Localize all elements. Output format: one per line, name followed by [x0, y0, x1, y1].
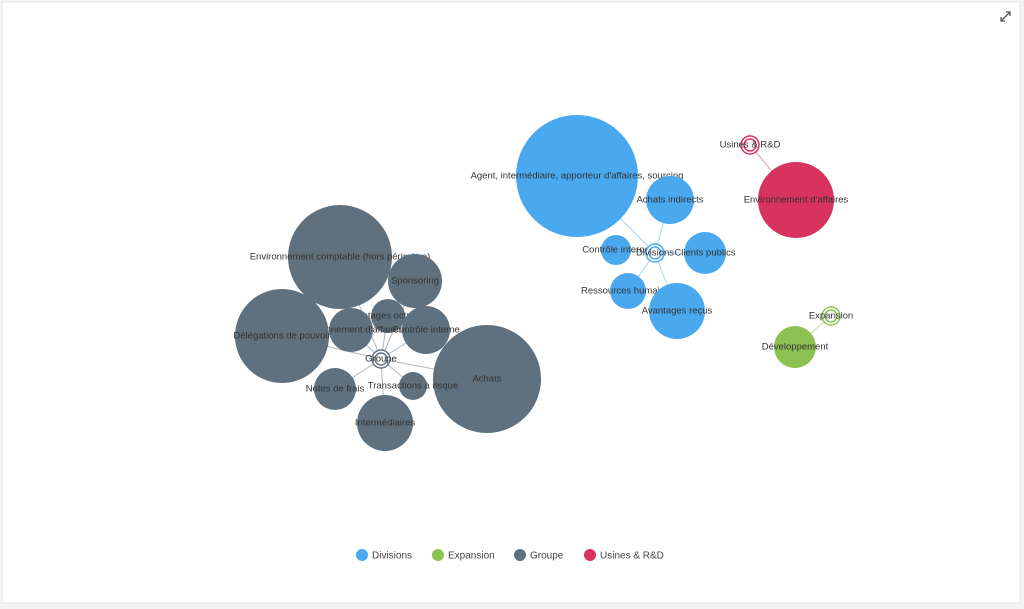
legend-swatch	[514, 549, 526, 561]
node-label: Développement	[762, 342, 829, 353]
node-bubble	[433, 325, 541, 433]
node-label: Contrôle interne	[392, 325, 460, 336]
node-label: Environnement comptable (hors périmètre)	[250, 252, 431, 263]
node-label: Ressources humaines	[581, 286, 675, 297]
node-bubble	[516, 115, 638, 237]
node-bubble	[371, 299, 405, 333]
node-label: Délégations de pouvoir	[233, 331, 330, 342]
node-bubble	[758, 162, 834, 238]
hub-label: Usines & R&D	[720, 140, 781, 151]
node-label: Transactions à risque	[368, 381, 458, 392]
node-bubble	[774, 326, 816, 368]
node-bubble	[288, 205, 392, 309]
node-bubble	[684, 232, 726, 274]
node-bubble	[402, 306, 450, 354]
node-label: Sponsoring	[391, 276, 439, 287]
node-bubble	[649, 283, 705, 339]
legend-swatch	[356, 549, 368, 561]
legend-label: Groupe	[530, 551, 564, 562]
hub-label: Groupe	[365, 354, 397, 365]
node-bubble	[329, 308, 373, 352]
node-label: Environnement d'affaires	[299, 325, 404, 336]
node-label: Achats indirects	[636, 195, 703, 206]
node-bubble	[610, 273, 646, 309]
node-label: Contrôle interne	[582, 245, 650, 256]
node-label: Achats	[472, 374, 501, 385]
node-bubble	[399, 372, 427, 400]
hub-node-core	[824, 309, 838, 323]
node-bubble	[235, 289, 329, 383]
node-bubble	[314, 368, 356, 410]
hub-node-core	[374, 352, 388, 366]
expand-icon[interactable]	[1000, 11, 1011, 22]
node-bubble	[601, 235, 631, 265]
node-label: Agent, intermédiaire, apporteur d'affair…	[471, 171, 684, 182]
legend-label: Usines & R&D	[600, 551, 664, 562]
node-label: Avantages reçus	[642, 306, 713, 317]
node-label: Avantages octroyés	[346, 311, 430, 322]
node-bubble	[388, 254, 442, 308]
hub-label: Divisions	[636, 248, 674, 259]
node-label: Clients publics	[674, 248, 735, 259]
legend-swatch	[432, 549, 444, 561]
node-bubble	[646, 176, 694, 224]
legend-label: Expansion	[448, 551, 495, 562]
node-label: Intermédiaires	[355, 418, 415, 429]
hub-node-core	[648, 246, 662, 260]
node-label: Notes de frais	[306, 384, 365, 395]
node-label: Environnement d'affaires	[744, 195, 849, 206]
legend-swatch	[584, 549, 596, 561]
hub-node-core	[743, 138, 757, 152]
legend-label: Divisions	[372, 551, 412, 562]
hub-label: Expansion	[809, 311, 853, 322]
node-bubble	[357, 395, 413, 451]
